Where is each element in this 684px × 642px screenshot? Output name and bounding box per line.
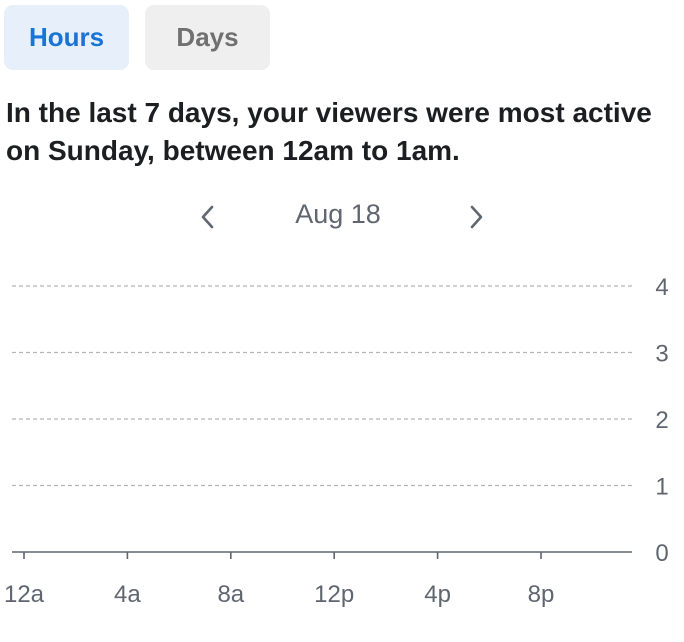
y-tick-label: 1: [655, 474, 668, 501]
x-tick-label: 4a: [114, 581, 141, 608]
tab-bar: Hours Days: [4, 5, 270, 70]
x-tick-label: 12p: [314, 581, 354, 608]
x-tick-label: 4p: [424, 581, 451, 608]
activity-bar-chart: 0 1 2 3 4 12a 4a 8a 12p 4p 8p: [4, 274, 669, 608]
y-tick-label: 4: [655, 274, 668, 301]
tab-hours[interactable]: Hours: [4, 5, 129, 70]
chevron-right-icon: [470, 205, 483, 229]
y-tick-label: 0: [655, 540, 668, 567]
current-date: Aug 18: [295, 199, 381, 229]
tab-days[interactable]: Days: [145, 5, 270, 70]
x-tick-label: 8p: [528, 581, 555, 608]
date-navigator: Aug 18: [0, 195, 684, 239]
x-tick-label: 8a: [217, 581, 244, 608]
chevron-left-icon: [201, 205, 214, 229]
activity-summary: In the last 7 days, your viewers were mo…: [6, 97, 652, 166]
y-tick-label: 2: [655, 407, 668, 434]
previous-date-button[interactable]: [190, 197, 226, 237]
x-tick-label: 12a: [4, 581, 45, 608]
y-tick-label: 3: [655, 341, 668, 368]
next-date-button[interactable]: [458, 197, 494, 237]
